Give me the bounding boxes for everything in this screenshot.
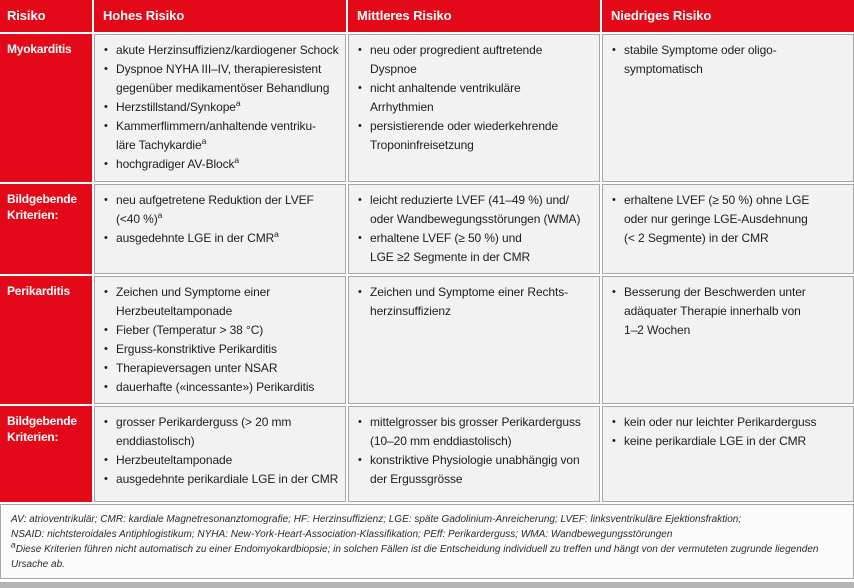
bullet-item: hochgradiger AV-Blocka xyxy=(103,155,341,174)
bullet-list: Zeichen und Symptome einerHerzbeuteltamp… xyxy=(103,283,341,397)
bullet-list: grosser Perikarderguss (> 20 mmenddiasto… xyxy=(103,413,341,489)
footnote-ref-a: a xyxy=(201,136,207,146)
bullet-list: Besserung der Beschwerden unteradäquater… xyxy=(611,283,849,340)
bullet-list: Zeichen und Symptome einer Rechts-herzin… xyxy=(357,283,595,321)
row-label-bildgebende-kriterien: Bildgebende Kriterien: xyxy=(0,406,92,502)
column-header-niedriges-risiko: Niedriges Risiko xyxy=(602,0,854,32)
footnote-ref-a: a xyxy=(157,210,163,220)
bullet-list: stabile Symptome oder oligo-symptomatisc… xyxy=(611,41,849,79)
bullet-list: neu aufgetretene Reduktion der LVEF(<40 … xyxy=(103,191,341,248)
footnote-ref-a: a xyxy=(274,229,279,239)
column-header-mittleres-risiko: Mittleres Risiko xyxy=(348,0,600,32)
bullet-item: leicht reduzierte LVEF (41–49 %) und/ode… xyxy=(357,191,595,229)
bullet-item: neu aufgetretene Reduktion der LVEF(<40 … xyxy=(103,191,341,229)
cell-row1-col2: neu oder progredient auftretendeDyspnoen… xyxy=(348,34,600,182)
bullet-item: konstriktive Physiologie unabhängig vond… xyxy=(357,451,595,489)
cell-row2-col1: neu aufgetretene Reduktion der LVEF(<40 … xyxy=(94,184,346,274)
bullet-item: Besserung der Beschwerden unteradäquater… xyxy=(611,283,849,340)
footnote-ref-a: a xyxy=(235,98,241,108)
bullet-item: kein oder nur leichter Perikarderguss xyxy=(611,413,849,432)
footnote-a: aDiese Kriterien führen nicht automatisc… xyxy=(11,539,843,572)
table-footnote: AV: atrioventrikulär; CMR: kardiale Magn… xyxy=(0,504,854,579)
cell-row2-col2: leicht reduzierte LVEF (41–49 %) und/ode… xyxy=(348,184,600,274)
bullet-item: Herzstillstand/Synkopea xyxy=(103,98,341,117)
cell-row1-col1: akute Herzinsuffizienz/kardiogener Schoc… xyxy=(94,34,346,182)
bullet-list: kein oder nur leichter Perikardergusskei… xyxy=(611,413,849,451)
bullet-item: grosser Perikarderguss (> 20 mmenddiasto… xyxy=(103,413,341,451)
bullet-item: mittelgrosser bis grosser Perikarderguss… xyxy=(357,413,595,451)
table-grid: Risiko Hohes Risiko Mittleres Risiko Nie… xyxy=(0,0,854,502)
bullet-list: akute Herzinsuffizienz/kardiogener Schoc… xyxy=(103,41,341,174)
abbreviations-line-1: AV: atrioventrikulär; CMR: kardiale Magn… xyxy=(11,514,742,525)
bullet-item: Zeichen und Symptome einerHerzbeuteltamp… xyxy=(103,283,341,321)
cell-row4-col3: kein oder nur leichter Perikardergusskei… xyxy=(602,406,854,502)
footnote-marker: a xyxy=(11,539,16,550)
cell-row1-col3: stabile Symptome oder oligo-symptomatisc… xyxy=(602,34,854,182)
bullet-item: Herzbeuteltamponade xyxy=(103,451,341,470)
bullet-item: Erguss-konstriktive Perikarditis xyxy=(103,340,341,359)
column-header-risiko: Risiko xyxy=(0,0,92,32)
column-header-hohes-risiko: Hohes Risiko xyxy=(94,0,346,32)
bullet-item: dauerhafte («incessante») Perikarditis xyxy=(103,378,341,397)
cell-row3-col2: Zeichen und Symptome einer Rechts-herzin… xyxy=(348,276,600,404)
bullet-item: keine perikardiale LGE in der CMR xyxy=(611,432,849,451)
abbreviations-line-2: NSAID: nichtsteroidales Antiphlogistikum… xyxy=(11,529,673,540)
bullet-item: Kammerflimmern/anhaltende ventriku-läre … xyxy=(103,117,341,155)
cell-row4-col2: mittelgrosser bis grosser Perikarderguss… xyxy=(348,406,600,502)
cell-row4-col1: grosser Perikarderguss (> 20 mmenddiasto… xyxy=(94,406,346,502)
cell-row3-col3: Besserung der Beschwerden unteradäquater… xyxy=(602,276,854,404)
row-label-myokarditis: Myokarditis xyxy=(0,34,92,182)
bullet-list: neu oder progredient auftretendeDyspnoen… xyxy=(357,41,595,155)
bullet-item: Therapieversagen unter NSAR xyxy=(103,359,341,378)
footnote-ref-a: a xyxy=(234,155,240,165)
row-label-perikarditis: Perikarditis xyxy=(0,276,92,404)
bullet-item: stabile Symptome oder oligo-symptomatisc… xyxy=(611,41,849,79)
bullet-item: Fieber (Temperatur > 38 °C) xyxy=(103,321,341,340)
footnote-text: Diese Kriterien führen nicht automatisch… xyxy=(11,544,819,570)
bullet-item: persistierende oder wiederkehrendeTropon… xyxy=(357,117,595,155)
row-label-bildgebende-kriterien: Bildgebende Kriterien: xyxy=(0,184,92,274)
bullet-item: ausgedehnte LGE in der CMRa xyxy=(103,229,341,248)
bullet-list: leicht reduzierte LVEF (41–49 %) und/ode… xyxy=(357,191,595,267)
bullet-list: mittelgrosser bis grosser Perikarderguss… xyxy=(357,413,595,489)
cell-row3-col1: Zeichen und Symptome einerHerzbeuteltamp… xyxy=(94,276,346,404)
bullet-item: Zeichen und Symptome einer Rechts-herzin… xyxy=(357,283,595,321)
bullet-item: Dyspnoe NYHA III–IV, therapieresistentge… xyxy=(103,60,341,98)
bullet-item: ausgedehnte perikardiale LGE in der CMR xyxy=(103,470,341,489)
bullet-item: akute Herzinsuffizienz/kardiogener Schoc… xyxy=(103,41,341,60)
